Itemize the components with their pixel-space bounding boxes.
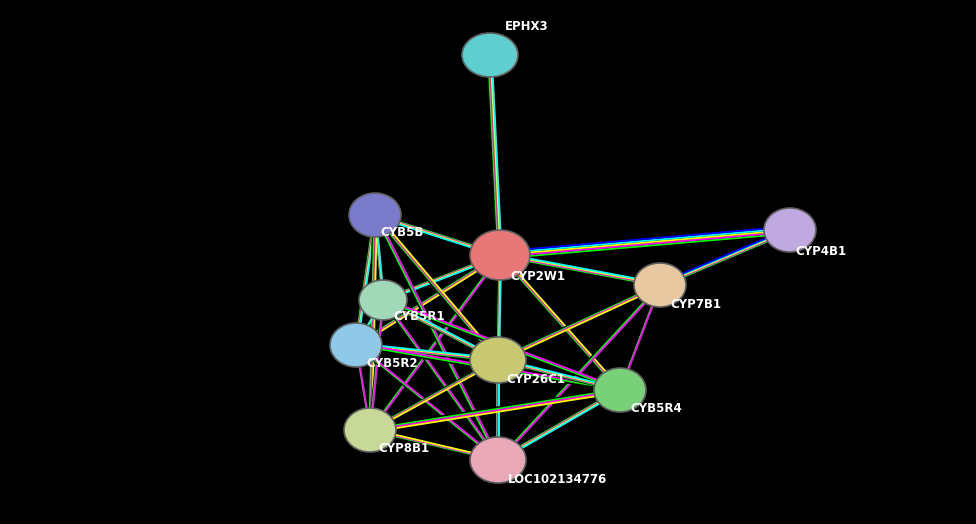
Text: CYP4B1: CYP4B1 xyxy=(795,245,846,258)
Text: EPHX3: EPHX3 xyxy=(505,20,549,33)
Text: CYP7B1: CYP7B1 xyxy=(670,298,721,311)
Ellipse shape xyxy=(349,193,401,237)
Ellipse shape xyxy=(359,280,407,320)
Ellipse shape xyxy=(344,408,396,452)
Text: CYP26C1: CYP26C1 xyxy=(506,373,565,386)
Text: CYB5R4: CYB5R4 xyxy=(630,402,682,415)
Ellipse shape xyxy=(462,33,518,77)
Ellipse shape xyxy=(634,263,686,307)
Text: CYB5B: CYB5B xyxy=(380,226,424,239)
Ellipse shape xyxy=(470,437,526,483)
Ellipse shape xyxy=(764,208,816,252)
Ellipse shape xyxy=(330,323,382,367)
Text: LOC102134776: LOC102134776 xyxy=(508,473,607,486)
Text: CYB5R2: CYB5R2 xyxy=(366,357,418,370)
Ellipse shape xyxy=(594,368,646,412)
Text: CYB5R1: CYB5R1 xyxy=(393,310,445,323)
Ellipse shape xyxy=(470,337,526,383)
Ellipse shape xyxy=(470,230,530,280)
Text: CYP2W1: CYP2W1 xyxy=(510,270,565,283)
Text: CYP8B1: CYP8B1 xyxy=(378,442,429,455)
